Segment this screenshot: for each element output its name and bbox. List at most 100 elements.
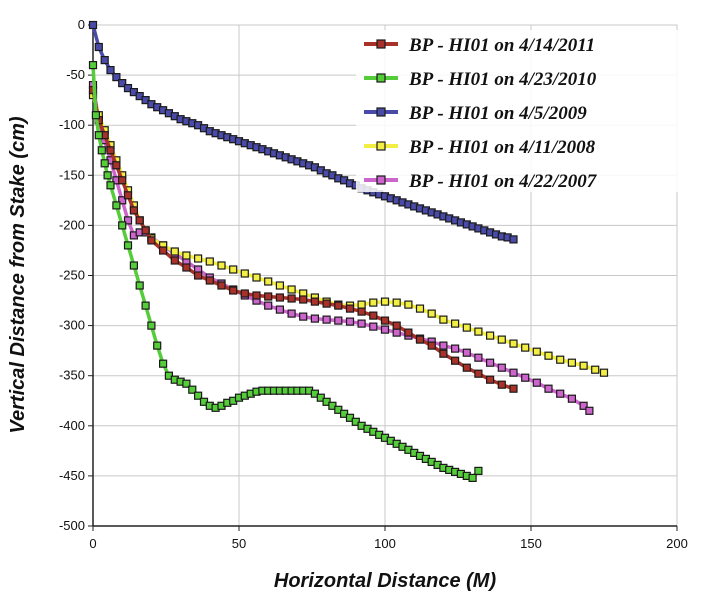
data-point [88, 20, 98, 30]
data-point [415, 335, 425, 344]
data-point [118, 78, 127, 88]
data-point [275, 281, 284, 290]
data-point [380, 325, 390, 334]
data-point [585, 406, 594, 415]
data-point [322, 315, 331, 324]
data-point [240, 269, 249, 278]
legend-swatch-marker [376, 107, 386, 117]
data-point [264, 301, 273, 310]
data-point [106, 181, 115, 190]
data-point [497, 363, 506, 372]
data-point [188, 385, 197, 394]
data-point [118, 176, 127, 185]
data-point [159, 246, 168, 255]
data-point [194, 271, 203, 280]
data-point [486, 331, 495, 340]
data-point [141, 301, 150, 310]
y-tick-label: -50 [66, 67, 85, 82]
data-point [264, 292, 273, 301]
data-point [100, 55, 109, 65]
data-point [579, 361, 588, 370]
data-point [369, 298, 378, 307]
data-point [217, 261, 226, 270]
series-3 [88, 20, 518, 244]
data-point [380, 297, 390, 306]
data-point [474, 327, 483, 336]
data-point [462, 363, 471, 372]
data-point [91, 111, 101, 120]
data-point [299, 295, 308, 304]
data-point [322, 299, 331, 308]
data-point [474, 466, 483, 475]
data-point [170, 247, 179, 256]
data-point [135, 216, 144, 225]
data-point [451, 319, 460, 328]
data-point [462, 348, 471, 357]
data-point [357, 319, 366, 328]
data-point [544, 384, 553, 393]
data-point [135, 281, 144, 290]
data-point [345, 304, 355, 313]
data-point [451, 344, 460, 353]
data-point [182, 251, 191, 260]
data-point [182, 379, 191, 388]
x-tick-label: 200 [666, 536, 688, 551]
data-point [94, 42, 103, 52]
data-point [486, 375, 495, 384]
data-point [439, 341, 448, 350]
y-tick-label: -300 [59, 318, 85, 333]
data-point [106, 65, 115, 75]
data-point [205, 276, 214, 285]
data-point [287, 309, 296, 318]
axes: 0 -50 -100 -150 -200 -250 -300 -350 -400 -450 -500… [59, 17, 688, 551]
series-1 [88, 85, 518, 393]
data-point [544, 351, 553, 360]
data-point [451, 356, 460, 365]
data-point [97, 146, 106, 155]
x-tick-label: 100 [374, 536, 396, 551]
data-point [392, 298, 401, 307]
legend-label: BP - HI01 on 4/11/2008 [408, 137, 596, 158]
data-point [509, 384, 518, 393]
data-point [170, 256, 179, 265]
data-point [123, 216, 133, 225]
data-point [357, 307, 366, 316]
data-point [462, 323, 471, 332]
data-point [118, 221, 127, 230]
y-axis-title: Vertical Distance from Stake (cm) [7, 116, 29, 433]
legend-item: BP - HI01 on 4/22/2007 [364, 171, 598, 192]
data-point [153, 341, 162, 350]
legend-item: BP - HI01 on 4/14/2011 [364, 35, 595, 56]
x-tick-label: 0 [89, 536, 96, 551]
data-point [88, 60, 98, 70]
data-point [123, 241, 133, 250]
y-tick-label: -200 [59, 217, 85, 232]
data-point [252, 291, 261, 300]
data-point [474, 369, 483, 378]
data-point [392, 321, 401, 330]
data-point [415, 304, 425, 313]
data-point [404, 328, 413, 337]
data-point [106, 146, 115, 155]
data-point [129, 261, 138, 270]
y-tick-label: -250 [59, 268, 85, 283]
data-point [217, 281, 226, 290]
data-point [509, 339, 518, 348]
x-axis-title: Horizontal Distance (M) [274, 570, 497, 592]
data-point [159, 359, 168, 368]
data-point [287, 294, 296, 303]
data-point [380, 316, 390, 325]
legend: BP - HI01 on 4/14/2011 BP - HI01 on 4/23/… [356, 30, 678, 192]
data-point [404, 300, 413, 309]
data-point [129, 206, 138, 215]
data-point [229, 286, 238, 295]
data-point [141, 226, 150, 235]
legend-swatch-marker [376, 175, 386, 185]
data-point [205, 257, 214, 266]
y-tick-label: -500 [59, 518, 85, 533]
data-point [299, 312, 308, 321]
data-point [556, 355, 565, 364]
data-point [567, 358, 577, 367]
data-point [497, 380, 506, 389]
